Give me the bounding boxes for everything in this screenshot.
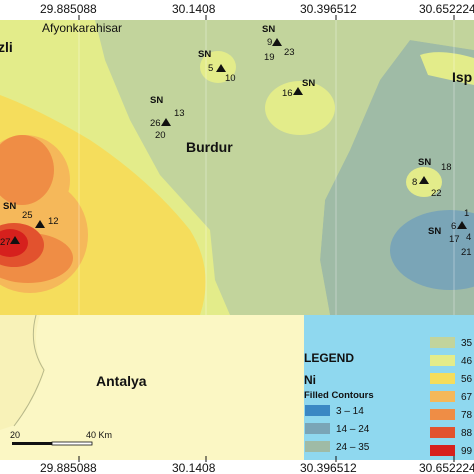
station-triangle-icon — [35, 220, 45, 228]
bottom-longitude-label-3: 30.396512 — [300, 461, 357, 474]
place-antalya: Antalya — [96, 373, 147, 389]
bottom-longitude-label-4: 30.652224 — [419, 461, 474, 474]
legend-label-99: 99 — [461, 446, 473, 457]
station-side-label: 18 — [441, 162, 452, 173]
station-triangle-icon — [216, 64, 226, 72]
legend-label-35: 35 — [461, 338, 473, 349]
legend-label-24-35: 24 – 35 — [336, 442, 370, 453]
legend-swatch-24-35 — [305, 441, 330, 452]
station-id: 6 — [451, 221, 456, 232]
legend-swatch-14-24 — [305, 423, 330, 434]
station-triangle-icon — [161, 118, 171, 126]
legend-swatch-35 — [430, 337, 455, 348]
land-antalya — [0, 315, 304, 460]
station-triangle-icon — [293, 87, 303, 95]
legend-variable: Ni — [304, 373, 316, 387]
station-prefix: SN — [198, 49, 211, 60]
station-id: 26 — [150, 118, 161, 129]
station-triangle-icon — [457, 221, 467, 229]
station-extra-label: 4 — [466, 232, 471, 243]
station-below-label: 22 — [431, 188, 442, 199]
bottom-longitude-label-2: 30.1408 — [172, 461, 216, 474]
legend-label-3-14: 3 – 14 — [336, 406, 364, 417]
station-side-label: 13 — [174, 108, 185, 119]
station-prefix: SN — [418, 157, 431, 168]
legend-title: LEGEND — [304, 351, 354, 365]
legend-label-56: 56 — [461, 374, 473, 385]
longitude-label-3: 30.396512 — [300, 2, 357, 16]
contour-class-14-24 — [390, 210, 474, 290]
longitude-label-1: 29.885088 — [40, 2, 97, 16]
station-prefix: SN — [150, 95, 163, 106]
legend-label-88: 88 — [461, 428, 473, 439]
longitude-label-2: 30.1408 — [172, 2, 216, 16]
station-id: 9 — [267, 37, 272, 48]
bottom-coordinate-strip — [0, 460, 474, 474]
place-isparta-partial: Isp — [452, 69, 472, 85]
station-below-label: 20 — [155, 130, 166, 141]
contour-high-sn5 — [200, 51, 236, 83]
station-prefix: SN — [302, 78, 315, 89]
longitude-label-4: 30.652224 — [419, 2, 474, 16]
legend-swatch-99 — [430, 445, 455, 456]
legend-swatch-46 — [430, 355, 455, 366]
coastline — [13, 314, 45, 427]
station-side-label: 23 — [284, 47, 295, 58]
scale-bar-segment-1 — [12, 442, 52, 445]
station-below-label: 17 — [449, 234, 460, 245]
legend-panel — [304, 315, 474, 460]
station-side-label: 1 — [464, 208, 469, 219]
legend-label-46: 46 — [461, 356, 473, 367]
station-triangle-icon — [419, 176, 429, 184]
station-prefix: SN — [3, 201, 16, 212]
contour-class-35-46 — [95, 20, 474, 315]
place-afyonkarahisar: Afyonkarahisar — [42, 21, 122, 35]
scale-bar-segment-2 — [51, 441, 93, 446]
legend-swatch-88 — [430, 427, 455, 438]
station-id: 27 — [0, 237, 11, 248]
legend-swatch-67 — [430, 391, 455, 402]
legend-swatch-78 — [430, 409, 455, 420]
contour-high-sn16 — [265, 81, 335, 135]
station-prefix: SN — [428, 226, 441, 237]
station-triangle-icon — [272, 38, 282, 46]
station-prefix: SN — [262, 24, 275, 35]
place-burdur: Burdur — [186, 139, 233, 155]
station-extra-label: 21 — [461, 247, 472, 258]
station-side-label: 10 — [225, 73, 236, 84]
legend-subtitle: Filled Contours — [304, 390, 374, 401]
legend-label-78: 78 — [461, 410, 473, 421]
bottom-longitude-label-1: 29.885088 — [40, 461, 97, 474]
station-id: 8 — [412, 177, 417, 188]
station-top-label: 25 — [22, 210, 33, 221]
station-below-label: 19 — [264, 52, 275, 63]
contour-patch-top-right — [420, 52, 474, 85]
top-coordinate-strip — [0, 0, 474, 18]
legend-label-14-24: 14 – 24 — [336, 424, 370, 435]
station-triangle-icon — [10, 236, 20, 244]
legend-swatch-3-14 — [305, 405, 330, 416]
station-id: 5 — [208, 63, 213, 74]
station-id: 16 — [282, 88, 293, 99]
scale-bar-end: 40 Km — [86, 430, 112, 440]
place-denizli-partial: zli — [0, 39, 13, 55]
legend-swatch-56 — [430, 373, 455, 384]
contour-class-78-88-upper — [0, 135, 54, 205]
legend-label-67: 67 — [461, 392, 473, 403]
scale-bar-start: 20 — [10, 430, 20, 440]
station-side-label: 12 — [48, 216, 59, 227]
